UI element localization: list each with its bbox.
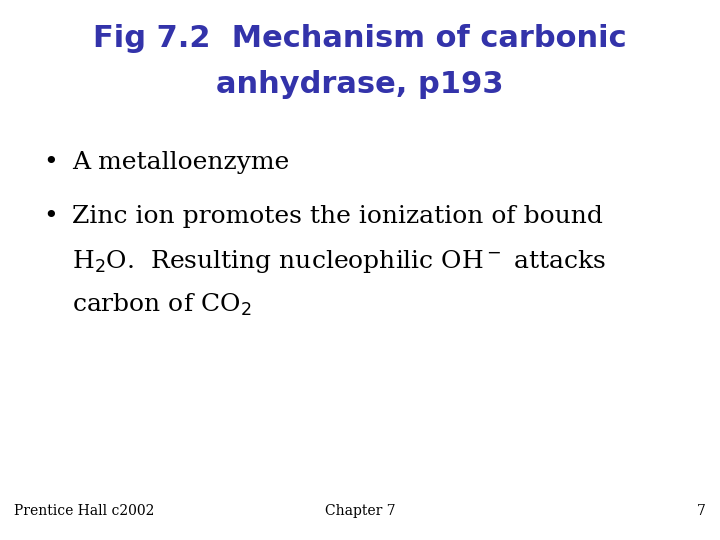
Text: Prentice Hall c2002: Prentice Hall c2002 (14, 504, 155, 518)
Text: anhydrase, p193: anhydrase, p193 (216, 70, 504, 99)
Text: H$_2$O.  Resulting nucleophilic OH$^-$ attacks: H$_2$O. Resulting nucleophilic OH$^-$ at… (72, 248, 606, 275)
Text: •: • (43, 151, 58, 174)
Text: carbon of CO$_2$: carbon of CO$_2$ (72, 292, 251, 318)
Text: •: • (43, 205, 58, 228)
Text: A metalloenzyme: A metalloenzyme (72, 151, 289, 174)
Text: Fig 7.2  Mechanism of carbonic: Fig 7.2 Mechanism of carbonic (93, 24, 627, 53)
Text: Chapter 7: Chapter 7 (325, 504, 395, 518)
Text: 7: 7 (697, 504, 706, 518)
Text: Zinc ion promotes the ionization of bound: Zinc ion promotes the ionization of boun… (72, 205, 603, 228)
